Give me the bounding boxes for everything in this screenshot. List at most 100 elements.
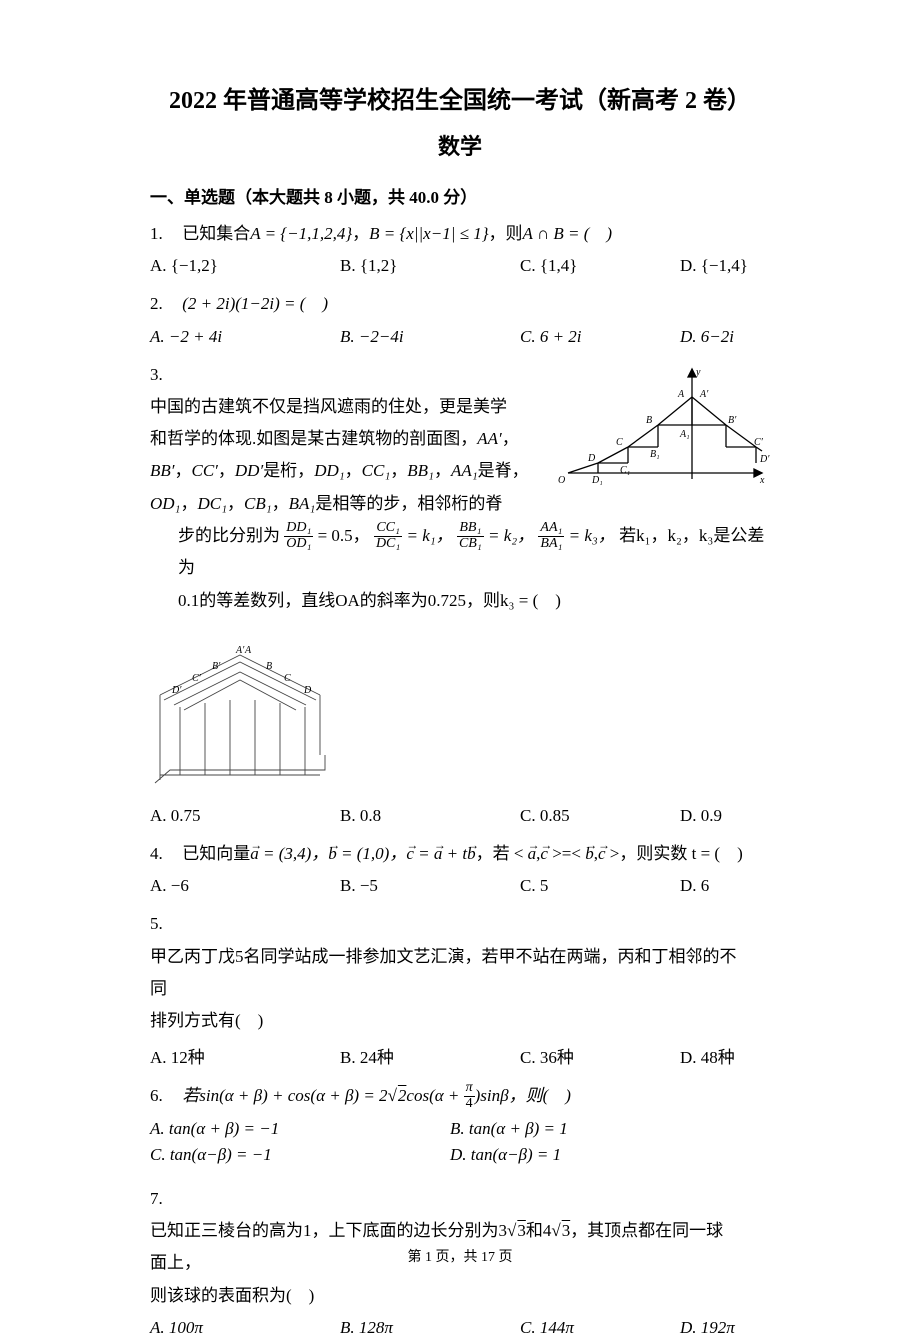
svg-text:C₁: C₁ — [620, 465, 630, 476]
q4-choice-b: B. −5 — [340, 876, 520, 896]
q5-choice-d: D. 48种 — [680, 1043, 800, 1068]
svg-text:C′: C′ — [754, 437, 764, 448]
t: DD₁ — [314, 461, 344, 480]
t: 3 — [517, 1221, 526, 1240]
question-6: 6. 若sin(α + β) + cos(α + β) = 2√2cos(α +… — [150, 1080, 770, 1112]
t: ， — [272, 494, 289, 513]
q2-choices: A. −2 + 4i B. −2−4i C. 6 + 2i D. 6−2i — [150, 327, 770, 347]
t: 3 — [562, 1221, 571, 1240]
q4-body: 已知向量a = (3,4)，b = (1,0)，c = a + tb，若 < a… — [182, 838, 743, 870]
t: ， — [175, 461, 192, 480]
t: 和4 — [526, 1221, 552, 1240]
q5-choice-c: C. 36种 — [520, 1043, 680, 1068]
q3-l2c: ， — [502, 429, 519, 448]
q4-number: 4. — [150, 838, 178, 870]
t: ， — [390, 461, 407, 480]
svg-text:y: y — [695, 367, 701, 378]
q7-choice-d: D. 192π — [680, 1318, 800, 1338]
q1-res: A ∩ B = ( ) — [523, 224, 613, 243]
svg-text:D′: D′ — [759, 454, 770, 465]
question-5: 5. 甲乙丙丁戊5名同学站成一排参加文艺汇演，若甲不站在两端，丙和丁相邻的不同 … — [150, 908, 770, 1037]
page-footer: 第 1 页，共 17 页 — [0, 1246, 920, 1266]
q7-choice-c: C. 144π — [520, 1318, 680, 1338]
q5-number: 5. — [150, 908, 178, 940]
t: ， — [345, 461, 362, 480]
svg-text:A: A — [677, 389, 685, 400]
svg-text:D′: D′ — [171, 685, 182, 696]
t: = k₃， — [564, 526, 614, 545]
t: CC′ — [192, 461, 218, 480]
svg-text:A′: A′ — [699, 389, 709, 400]
section-heading: 一、单选题（本大题共 8 小题，共 40.0 分） — [150, 183, 770, 208]
t: = 0.5， — [313, 526, 369, 545]
q6-choice-a: A. tan(α + β) = −1 — [150, 1119, 450, 1139]
t: BA₁ — [289, 494, 316, 513]
q3-body: 中国的古建筑不仅是挡风遮雨的住处，更是美学 和哲学的体现.如图是某古建筑物的剖面… — [150, 391, 530, 520]
q3-l3a: BB′ — [150, 461, 175, 480]
svg-text:A′: A′ — [235, 645, 245, 656]
t: 17 — [481, 1250, 495, 1265]
t: = k₁， — [402, 526, 452, 545]
t: = (1,0)， — [337, 844, 407, 863]
t: CC₁ — [362, 461, 391, 480]
q2-expr: (2 + 2i)(1−2i) = ( ) — [182, 288, 328, 320]
q2-choice-d: D. 6−2i — [680, 327, 800, 347]
t: π — [464, 1081, 475, 1097]
q6-frac: π4 — [464, 1081, 475, 1111]
q4-choice-a: A. −6 — [150, 876, 340, 896]
svg-text:B: B — [266, 661, 272, 672]
t: = k₂， — [484, 526, 534, 545]
t: CC₁ — [374, 521, 402, 537]
q5-body: 甲乙丙丁戊5名同学站成一排参加文艺汇演，若甲不站在两端，丙和丁相邻的不同 排列方… — [150, 941, 740, 1038]
q4-choice-c: C. 5 — [520, 876, 680, 896]
t: 是相等的步，相邻桁的脊 — [315, 494, 502, 513]
q5-choice-b: B. 24种 — [340, 1043, 520, 1068]
q6-choice-c: C. tan(α−β) = −1 — [150, 1145, 450, 1165]
q1-choice-b: B. {1,2} — [340, 256, 520, 276]
question-1: 1. 已知集合A = {−1,1,2,4}，B = {x||x−1| ≤ 1}，… — [150, 218, 770, 250]
t: 步的比分别为 — [178, 526, 280, 545]
q3-fr2: CC₁DC₁ — [374, 521, 402, 551]
t: DC₁ — [374, 537, 402, 552]
t: + t — [442, 844, 467, 863]
t: AA₁ — [451, 461, 478, 480]
svg-text:D₁: D₁ — [591, 475, 603, 485]
q4-choice-d: D. 6 — [680, 876, 800, 896]
q1-text-a: 已知集合 — [182, 224, 250, 243]
q1-body: 已知集合A = {−1,1,2,4}，B = {x||x−1| ≤ 1}，则A … — [182, 218, 612, 250]
q3-choices: A. 0.75 B. 0.8 C. 0.85 D. 0.9 — [150, 806, 770, 826]
q4-choices: A. −6 B. −5 C. 5 D. 6 — [150, 876, 770, 896]
svg-text:A₁: A₁ — [679, 429, 690, 440]
q5-choice-a: A. 12种 — [150, 1043, 340, 1068]
t: 第 — [408, 1250, 426, 1265]
q3-choice-a: A. 0.75 — [150, 806, 340, 826]
q6-number: 6. — [150, 1080, 178, 1112]
q1-choice-d: D. {−1,4} — [680, 256, 800, 276]
question-3: O D₁ C₁ B₁ A₁ D C B A A′ B′ C′ D′ x y 3.… — [150, 359, 770, 800]
svg-text:x: x — [759, 475, 765, 485]
q5-choices: A. 12种 B. 24种 C. 36种 D. 48种 — [150, 1043, 770, 1068]
q1-exprB: B = {x||x−1| ≤ 1} — [369, 224, 488, 243]
t: 已知向量 — [182, 844, 250, 863]
t: ， — [434, 461, 451, 480]
t: OD₁ — [284, 537, 313, 552]
q1-choice-a: A. {−1,2} — [150, 256, 340, 276]
q2-choice-b: B. −2−4i — [340, 327, 520, 347]
question-2: 2. (2 + 2i)(1−2i) = ( ) — [150, 288, 770, 320]
svg-text:B: B — [646, 415, 652, 426]
svg-text:C′: C′ — [192, 673, 202, 684]
q7-choice-a: A. 100π — [150, 1318, 340, 1338]
q3-building-sketch: A′A B′B C′C D′D — [150, 625, 330, 790]
t: BB₁ — [407, 461, 434, 480]
q3-fr1: DD₁OD₁ — [284, 521, 313, 551]
t: DC₁ — [197, 494, 227, 513]
t: ， — [180, 494, 197, 513]
q6-choice-b: B. tan(α + β) = 1 — [450, 1119, 750, 1139]
q6-choice-d: D. tan(α−β) = 1 — [450, 1145, 750, 1165]
q3-fr3: BB₁CB₁ — [457, 521, 484, 551]
q1-c1: ， — [352, 224, 369, 243]
t: ， — [227, 494, 244, 513]
t: 是脊， — [478, 461, 529, 480]
exam-subject: 数学 — [150, 129, 770, 161]
q2-choice-c: C. 6 + 2i — [520, 327, 680, 347]
